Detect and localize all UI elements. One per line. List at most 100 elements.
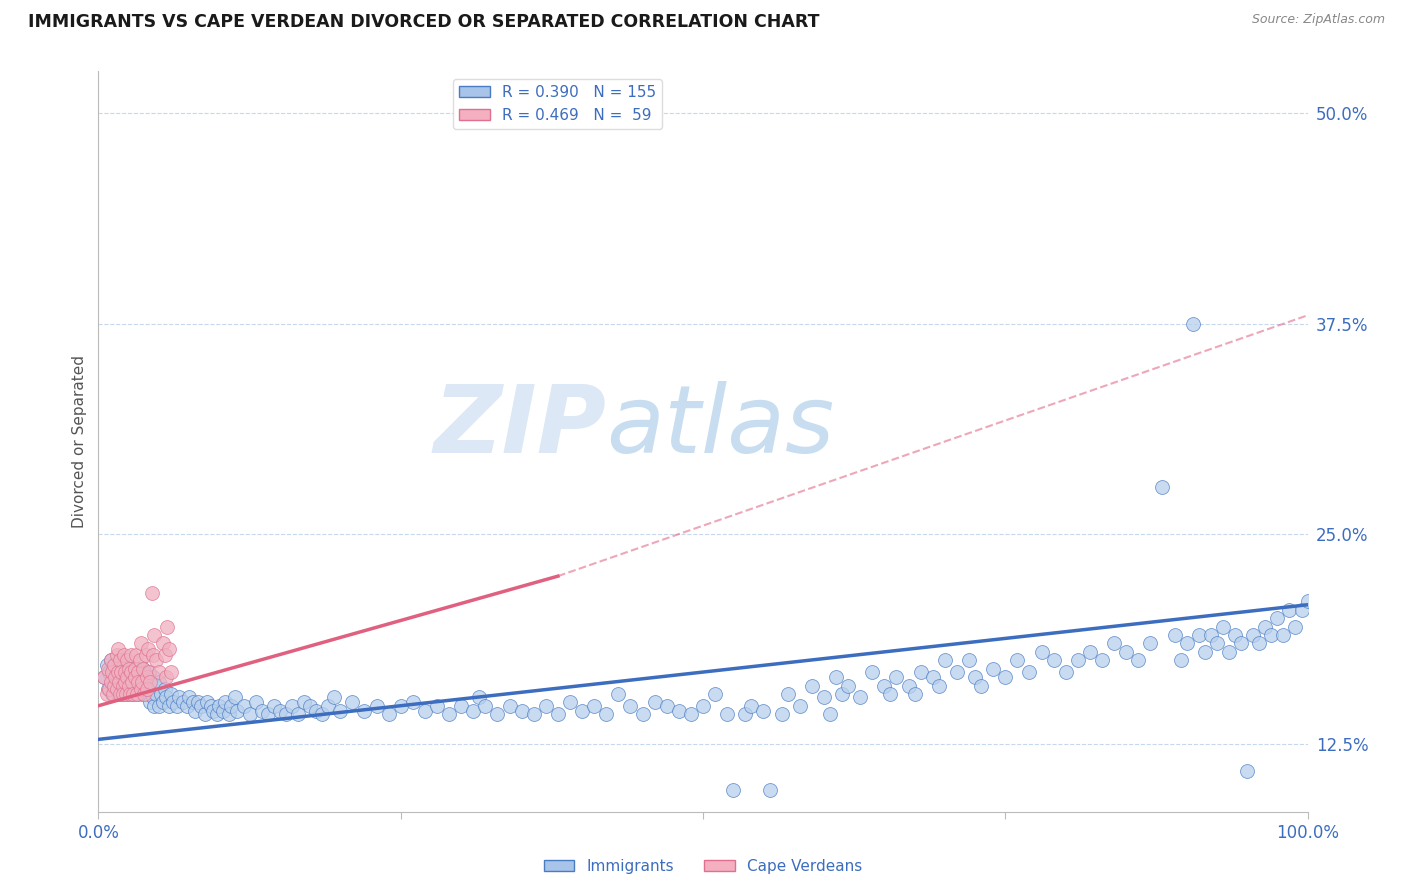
Point [103,681,125,696]
Point [292,695,315,709]
Point [789,698,811,713]
Point [135,670,157,684]
Point [125,679,148,693]
Point [105,648,128,663]
Point [813,690,835,705]
Point [103,670,125,684]
Point [946,665,969,679]
Point [837,679,859,693]
Point [1152,480,1174,494]
Point [299,698,322,713]
Point [873,679,896,693]
Point [1007,653,1029,667]
Point [1199,628,1222,642]
Point [224,690,246,705]
Point [120,670,142,684]
Point [426,698,449,713]
Point [1078,645,1101,659]
Point [101,679,124,693]
Point [98,665,121,679]
Point [1091,653,1114,667]
Point [136,665,159,679]
Point [179,690,201,705]
Point [468,690,491,705]
Point [1175,636,1198,650]
Point [143,628,166,642]
Point [214,695,236,709]
Point [1230,636,1253,650]
Text: IMMIGRANTS VS CAPE VERDEAN DIVORCED OR SEPARATED CORRELATION CHART: IMMIGRANTS VS CAPE VERDEAN DIVORCED OR S… [28,13,820,31]
Text: ZIP: ZIP [433,381,606,473]
Point [127,665,149,679]
Point [127,673,149,688]
Point [125,648,148,663]
Point [202,704,225,718]
Point [117,687,139,701]
Point [127,665,149,679]
Point [1236,764,1258,779]
Point [187,695,209,709]
Point [121,687,143,701]
Point [1163,628,1185,642]
Point [100,675,122,690]
Point [860,665,883,679]
Point [114,681,136,696]
Point [510,704,533,718]
Point [103,658,125,673]
Point [97,662,120,676]
Point [127,687,149,701]
Point [108,675,131,690]
Point [127,675,149,690]
Point [825,670,848,684]
Point [104,658,127,673]
Point [366,698,388,713]
Point [134,681,156,696]
Point [153,648,176,663]
Point [1139,636,1161,650]
Point [450,698,472,713]
Point [734,707,756,722]
Point [122,687,145,701]
Point [1260,628,1282,642]
Point [1278,603,1301,617]
Point [101,687,124,701]
Point [129,681,152,696]
Point [157,698,180,713]
Point [250,704,273,718]
Point [245,695,267,709]
Point [1018,665,1040,679]
Point [118,662,141,676]
Point [897,679,920,693]
Point [143,679,166,693]
Point [108,681,131,696]
Point [256,707,278,722]
Point [910,665,932,679]
Point [134,670,156,684]
Point [152,636,174,650]
Point [957,653,980,667]
Point [776,687,799,701]
Point [208,698,231,713]
Point [1241,628,1264,642]
Y-axis label: Divorced or Separated: Divorced or Separated [72,355,87,528]
Point [1102,636,1125,650]
Point [194,707,217,722]
Point [135,679,157,693]
Point [120,648,142,663]
Point [232,698,254,713]
Point [692,698,714,713]
Point [716,707,738,722]
Point [1254,619,1277,633]
Point [921,670,943,684]
Point [142,648,165,663]
Point [607,687,630,701]
Point [934,653,956,667]
Point [1115,645,1137,659]
Point [124,681,146,696]
Point [311,707,333,722]
Point [100,653,122,667]
Point [121,675,143,690]
Point [1223,628,1246,642]
Point [138,673,160,688]
Point [141,586,163,600]
